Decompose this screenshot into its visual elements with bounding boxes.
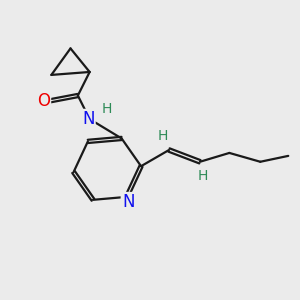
- Text: N: N: [82, 110, 94, 128]
- Text: N: N: [122, 193, 134, 211]
- Text: H: H: [101, 102, 112, 116]
- Text: H: H: [198, 169, 208, 184]
- Text: H: H: [157, 129, 168, 143]
- Text: O: O: [37, 92, 50, 110]
